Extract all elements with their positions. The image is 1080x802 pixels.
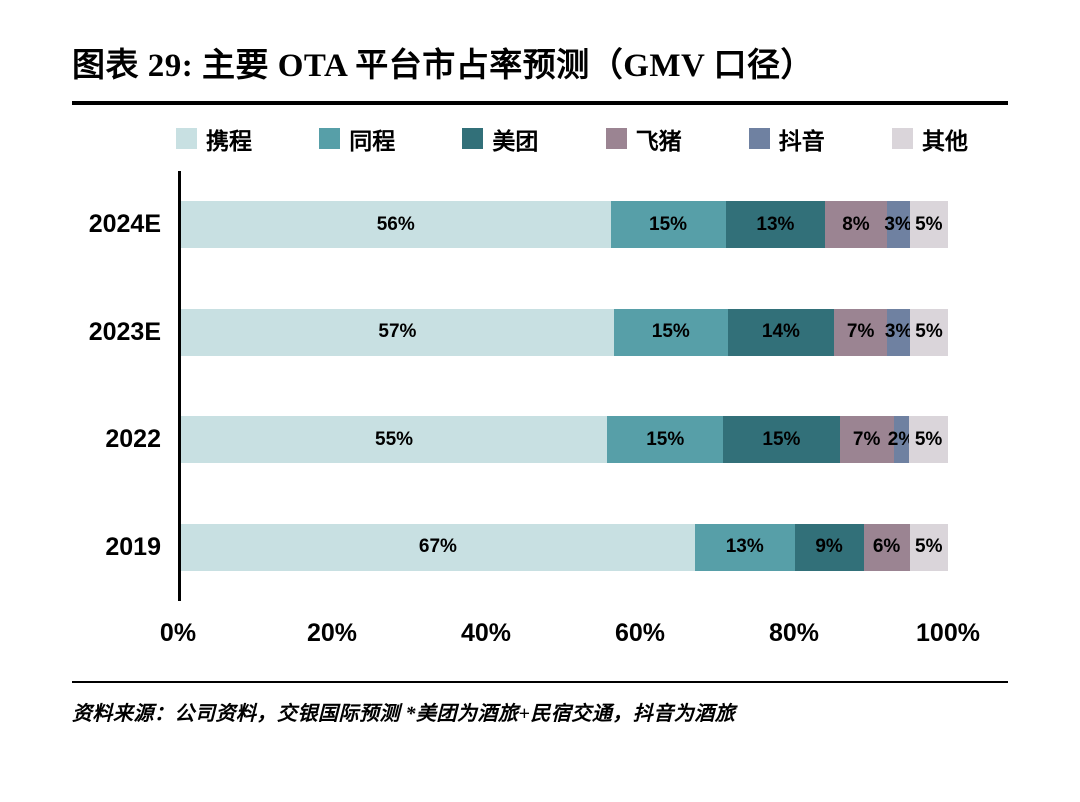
- bar-segment: 3%: [884, 201, 912, 248]
- y-axis-label: 2019: [105, 532, 161, 561]
- stacked-bar-chart: 携程 同程 美团 飞猪 抖音 其他 2024E 56% 15% 13% 8% 3% 5% 2023E 57…: [72, 123, 1008, 655]
- bar-segment: 13%: [725, 201, 826, 248]
- x-axis: 0% 20% 40% 60% 80% 100%: [160, 613, 980, 655]
- bar-segment: 56%: [181, 201, 611, 248]
- bar-segment: 14%: [727, 308, 835, 356]
- legend-item-label: 携程: [206, 128, 252, 154]
- legend-swatch-icon: [891, 128, 913, 150]
- y-axis-label: 2024E: [88, 210, 161, 238]
- legend-swatch-icon: [176, 128, 197, 150]
- bar-segment: 2%: [888, 416, 915, 463]
- x-tick-label: 20%: [306, 618, 358, 647]
- bar-segment: 7%: [834, 308, 888, 356]
- source-note: 资料来源：公司资料，交银国际预测 *美团为酒旅+民宿交通，抖音为酒旅: [72, 680, 1008, 726]
- y-axis-label: 2022: [105, 425, 161, 453]
- legend-item-label: 抖音: [778, 128, 825, 154]
- chart-legend: 携程 同程 美团 飞猪 抖音 其他: [176, 123, 968, 155]
- bar-segment: 13%: [694, 523, 795, 571]
- x-tick-label: 80%: [768, 618, 820, 647]
- bar-segment: 9%: [794, 523, 864, 571]
- stacked-bar: 67% 13% 9% 6% 5%: [181, 523, 948, 571]
- bar-segment: 7%: [839, 416, 894, 463]
- legend-swatch-icon: [748, 128, 770, 150]
- chart-title: 图表 29: 主要 OTA 平台市占率预测（GMV 口径）: [72, 48, 815, 84]
- bar-segment: 5%: [909, 201, 948, 248]
- bar-segment: 5%: [909, 523, 948, 571]
- x-tick-label: 40%: [460, 618, 512, 647]
- legend-item: 同程: [319, 122, 395, 156]
- x-tick-label: 0%: [159, 618, 197, 647]
- x-tick-label: 60%: [614, 618, 666, 647]
- title-divider: [72, 100, 1008, 105]
- bar-segment: 5%: [910, 308, 948, 356]
- y-axis-label: 2023E: [88, 317, 161, 346]
- bar-segment: 15%: [723, 416, 840, 463]
- bar-segment: 3%: [885, 308, 912, 356]
- legend-item-label: 美团: [492, 128, 539, 154]
- x-tick-label: 100%: [916, 618, 980, 647]
- legend-swatch-icon: [605, 128, 627, 150]
- bar-segment: 15%: [610, 201, 726, 248]
- legend-item: 抖音: [748, 122, 825, 156]
- legend-swatch-icon: [462, 128, 484, 150]
- legend-swatch-icon: [319, 128, 341, 150]
- bar-row: 2024E 56% 15% 13% 8% 3% 5%: [89, 171, 948, 279]
- legend-item-label: 飞猪: [635, 128, 682, 154]
- bar-row: 2023E 57% 15% 14% 7% 3% 5%: [89, 278, 948, 386]
- bar-segment: 55%: [181, 416, 608, 463]
- bar-segment: 67%: [181, 523, 695, 571]
- legend-item: 飞猪: [605, 122, 682, 156]
- bar-segment: 15%: [607, 416, 724, 463]
- legend-item: 美团: [462, 122, 538, 156]
- plot-area: 2024E 56% 15% 13% 8% 3% 5% 2023E 57% 15% 14% 7% 3% 5%…: [89, 170, 948, 601]
- bar-segment: 6%: [863, 523, 910, 571]
- bar-segment: 57%: [181, 308, 614, 356]
- bar-row: 2022 55% 15% 15% 7% 2% 5%: [105, 386, 948, 494]
- stacked-bar: 56% 15% 13% 8% 3% 5%: [181, 201, 948, 248]
- stacked-bar: 55% 15% 15% 7% 2% 5%: [181, 416, 948, 463]
- legend-item: 其他: [891, 122, 968, 156]
- stacked-bar: 57% 15% 14% 7% 3% 5%: [181, 308, 948, 356]
- legend-item-label: 其他: [921, 128, 968, 154]
- bar-segment: 15%: [613, 308, 728, 356]
- bar-row: 2019 67% 13% 9% 6% 5%: [105, 493, 948, 601]
- legend-item: 携程: [176, 122, 252, 156]
- legend-item-label: 同程: [349, 128, 396, 154]
- bar-segment: 8%: [825, 201, 887, 248]
- bar-segment: 5%: [909, 416, 948, 463]
